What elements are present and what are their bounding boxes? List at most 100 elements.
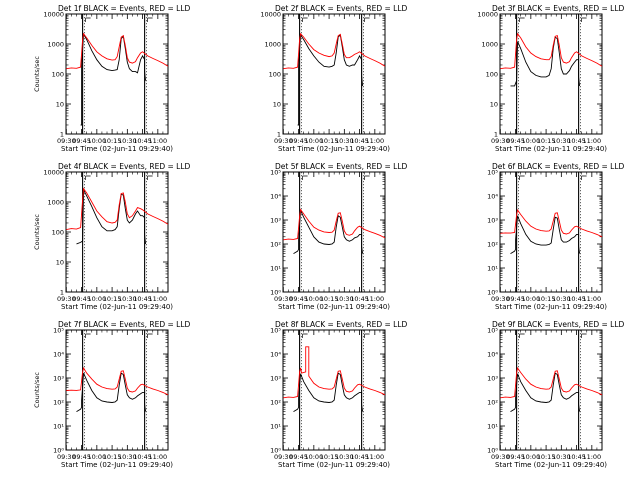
detector-panel-1: Det 1f BLACK = Events, RED = LLD 1 10 100 10… xyxy=(33,4,191,153)
x-tick-label: 10:15 xyxy=(537,295,556,303)
x-tick-label: 11:00 xyxy=(582,137,601,145)
marker-bracket xyxy=(147,17,153,22)
y-tick-label: 100 xyxy=(486,70,498,78)
marker-bracket xyxy=(519,175,525,180)
y-tick-label: 10³ xyxy=(270,374,281,382)
x-tick-label: 10:45 xyxy=(567,137,586,145)
series-line-lld xyxy=(500,32,602,70)
marker-bracket xyxy=(147,175,153,180)
y-tick-label: 100 xyxy=(52,70,64,78)
y-tick-label: 1000 xyxy=(481,40,498,48)
y-tick-label: 10³ xyxy=(270,216,281,224)
x-tick-label: 10:30 xyxy=(118,137,137,145)
y-tick-label: 10⁴ xyxy=(53,350,64,358)
x-tick-label: 10:15 xyxy=(537,137,556,145)
x-tick-label: 10:00 xyxy=(304,295,323,303)
x-tick-label: 11:00 xyxy=(148,295,167,303)
series-line-lld xyxy=(66,187,168,231)
panel-title: Det 9f BLACK = Events, RED = LLD xyxy=(492,320,625,329)
x-tick-label: 09:45 xyxy=(506,295,525,303)
y-tick-label: 10¹ xyxy=(270,264,281,272)
x-axis-label: Start Time (02-Jun-11 09:29:40) xyxy=(495,303,607,311)
x-tick-label: 09:30 xyxy=(57,453,76,461)
marker-bracket xyxy=(581,333,587,338)
marker-bracket xyxy=(364,333,370,338)
x-axis-label: Start Time (02-Jun-11 09:29:40) xyxy=(61,461,173,469)
detector-panel-3: Det 3f BLACK = Events, RED = LLD 1 10 100 10… xyxy=(477,4,624,153)
x-tick-label: 09:30 xyxy=(57,137,76,145)
y-tick-label: 10⁰ xyxy=(270,446,281,454)
y-tick-label: 1 xyxy=(60,130,64,138)
x-tick-label: 10:15 xyxy=(320,453,339,461)
x-tick-label: 10:15 xyxy=(103,453,122,461)
x-tick-label: 10:30 xyxy=(552,137,571,145)
detector-panel-6: Det 6f BLACK = Events, RED = LLD 10⁰ 10¹ 10… xyxy=(487,162,624,311)
y-tick-label: 10 xyxy=(490,100,498,108)
plot-frame xyxy=(499,13,603,135)
detector-panel-5: Det 5f BLACK = Events, RED = LLD 10⁰ 10¹ 10… xyxy=(270,162,407,311)
y-tick-label: 10⁵ xyxy=(270,168,281,176)
x-tick-label: 09:30 xyxy=(491,295,510,303)
x-tick-label: 09:45 xyxy=(72,295,91,303)
x-tick-label: 09:30 xyxy=(491,453,510,461)
marker-bracket xyxy=(302,17,308,22)
y-tick-label: 10 xyxy=(273,100,281,108)
x-tick-label: 10:15 xyxy=(320,295,339,303)
y-tick-label: 1000 xyxy=(47,40,64,48)
x-tick-label: 10:45 xyxy=(350,453,369,461)
series-line-events xyxy=(80,32,147,126)
panel-title: Det 6f BLACK = Events, RED = LLD xyxy=(492,162,625,171)
series-line-lld xyxy=(500,366,602,399)
series-line-lld xyxy=(500,208,602,238)
x-tick-label: 10:45 xyxy=(133,137,152,145)
y-tick-label: 10² xyxy=(487,398,498,406)
x-tick-label: 10:45 xyxy=(133,453,152,461)
x-axis-label: Start Time (02-Jun-11 09:29:40) xyxy=(495,461,607,469)
x-tick-label: 10:30 xyxy=(335,137,354,145)
series-line-lld xyxy=(66,366,168,396)
x-axis-label: Start Time (02-Jun-11 09:29:40) xyxy=(495,145,607,153)
y-tick-label: 100 xyxy=(269,70,281,78)
y-tick-label: 10⁴ xyxy=(270,350,281,358)
x-tick-label: 10:15 xyxy=(103,137,122,145)
y-tick-label: 10³ xyxy=(487,374,498,382)
series-line-events xyxy=(76,188,147,245)
x-tick-label: 10:00 xyxy=(87,295,106,303)
y-tick-label: 10 xyxy=(56,258,64,266)
y-tick-label: 10⁰ xyxy=(270,288,281,296)
y-tick-label: 1 xyxy=(60,288,64,296)
x-axis-label: Start Time (02-Jun-11 09:29:40) xyxy=(278,303,390,311)
marker-bracket xyxy=(302,175,308,180)
x-tick-label: 11:00 xyxy=(148,453,167,461)
y-tick-label: 10³ xyxy=(487,216,498,224)
x-tick-label: 09:30 xyxy=(491,137,510,145)
series-line-lld xyxy=(283,346,385,399)
panel-title: Det 5f BLACK = Events, RED = LLD xyxy=(275,162,408,171)
x-tick-label: 09:45 xyxy=(506,453,525,461)
y-tick-label: 10000 xyxy=(43,168,64,176)
marker-bracket xyxy=(519,17,525,22)
y-axis-label: Counts/sec xyxy=(33,214,41,250)
series-line-lld xyxy=(66,32,168,70)
y-axis-label: Counts/sec xyxy=(33,372,41,408)
panel-title: Det 4f BLACK = Events, RED = LLD xyxy=(58,162,191,171)
x-tick-label: 09:30 xyxy=(274,137,293,145)
x-tick-label: 09:45 xyxy=(289,453,308,461)
panel-title: Det 7f BLACK = Events, RED = LLD xyxy=(58,320,191,329)
x-tick-label: 10:30 xyxy=(552,295,571,303)
x-tick-label: 10:15 xyxy=(320,137,339,145)
marker-bracket xyxy=(581,175,587,180)
marker-bracket xyxy=(581,17,587,22)
x-axis-label: Start Time (02-Jun-11 09:29:40) xyxy=(278,145,390,153)
series-line-events xyxy=(76,372,147,412)
panel-title: Det 8f BLACK = Events, RED = LLD xyxy=(275,320,408,329)
y-tick-label: 10¹ xyxy=(487,264,498,272)
detector-panel-8: Det 8f BLACK = Events, RED = LLD 10⁰ 10¹ 10… xyxy=(270,320,407,469)
x-tick-label: 09:45 xyxy=(72,137,91,145)
y-tick-label: 1000 xyxy=(47,198,64,206)
x-tick-label: 10:45 xyxy=(567,295,586,303)
y-tick-label: 10² xyxy=(487,240,498,248)
x-tick-label: 10:00 xyxy=(521,137,540,145)
plot-frame xyxy=(65,171,169,293)
x-tick-label: 10:00 xyxy=(521,295,540,303)
